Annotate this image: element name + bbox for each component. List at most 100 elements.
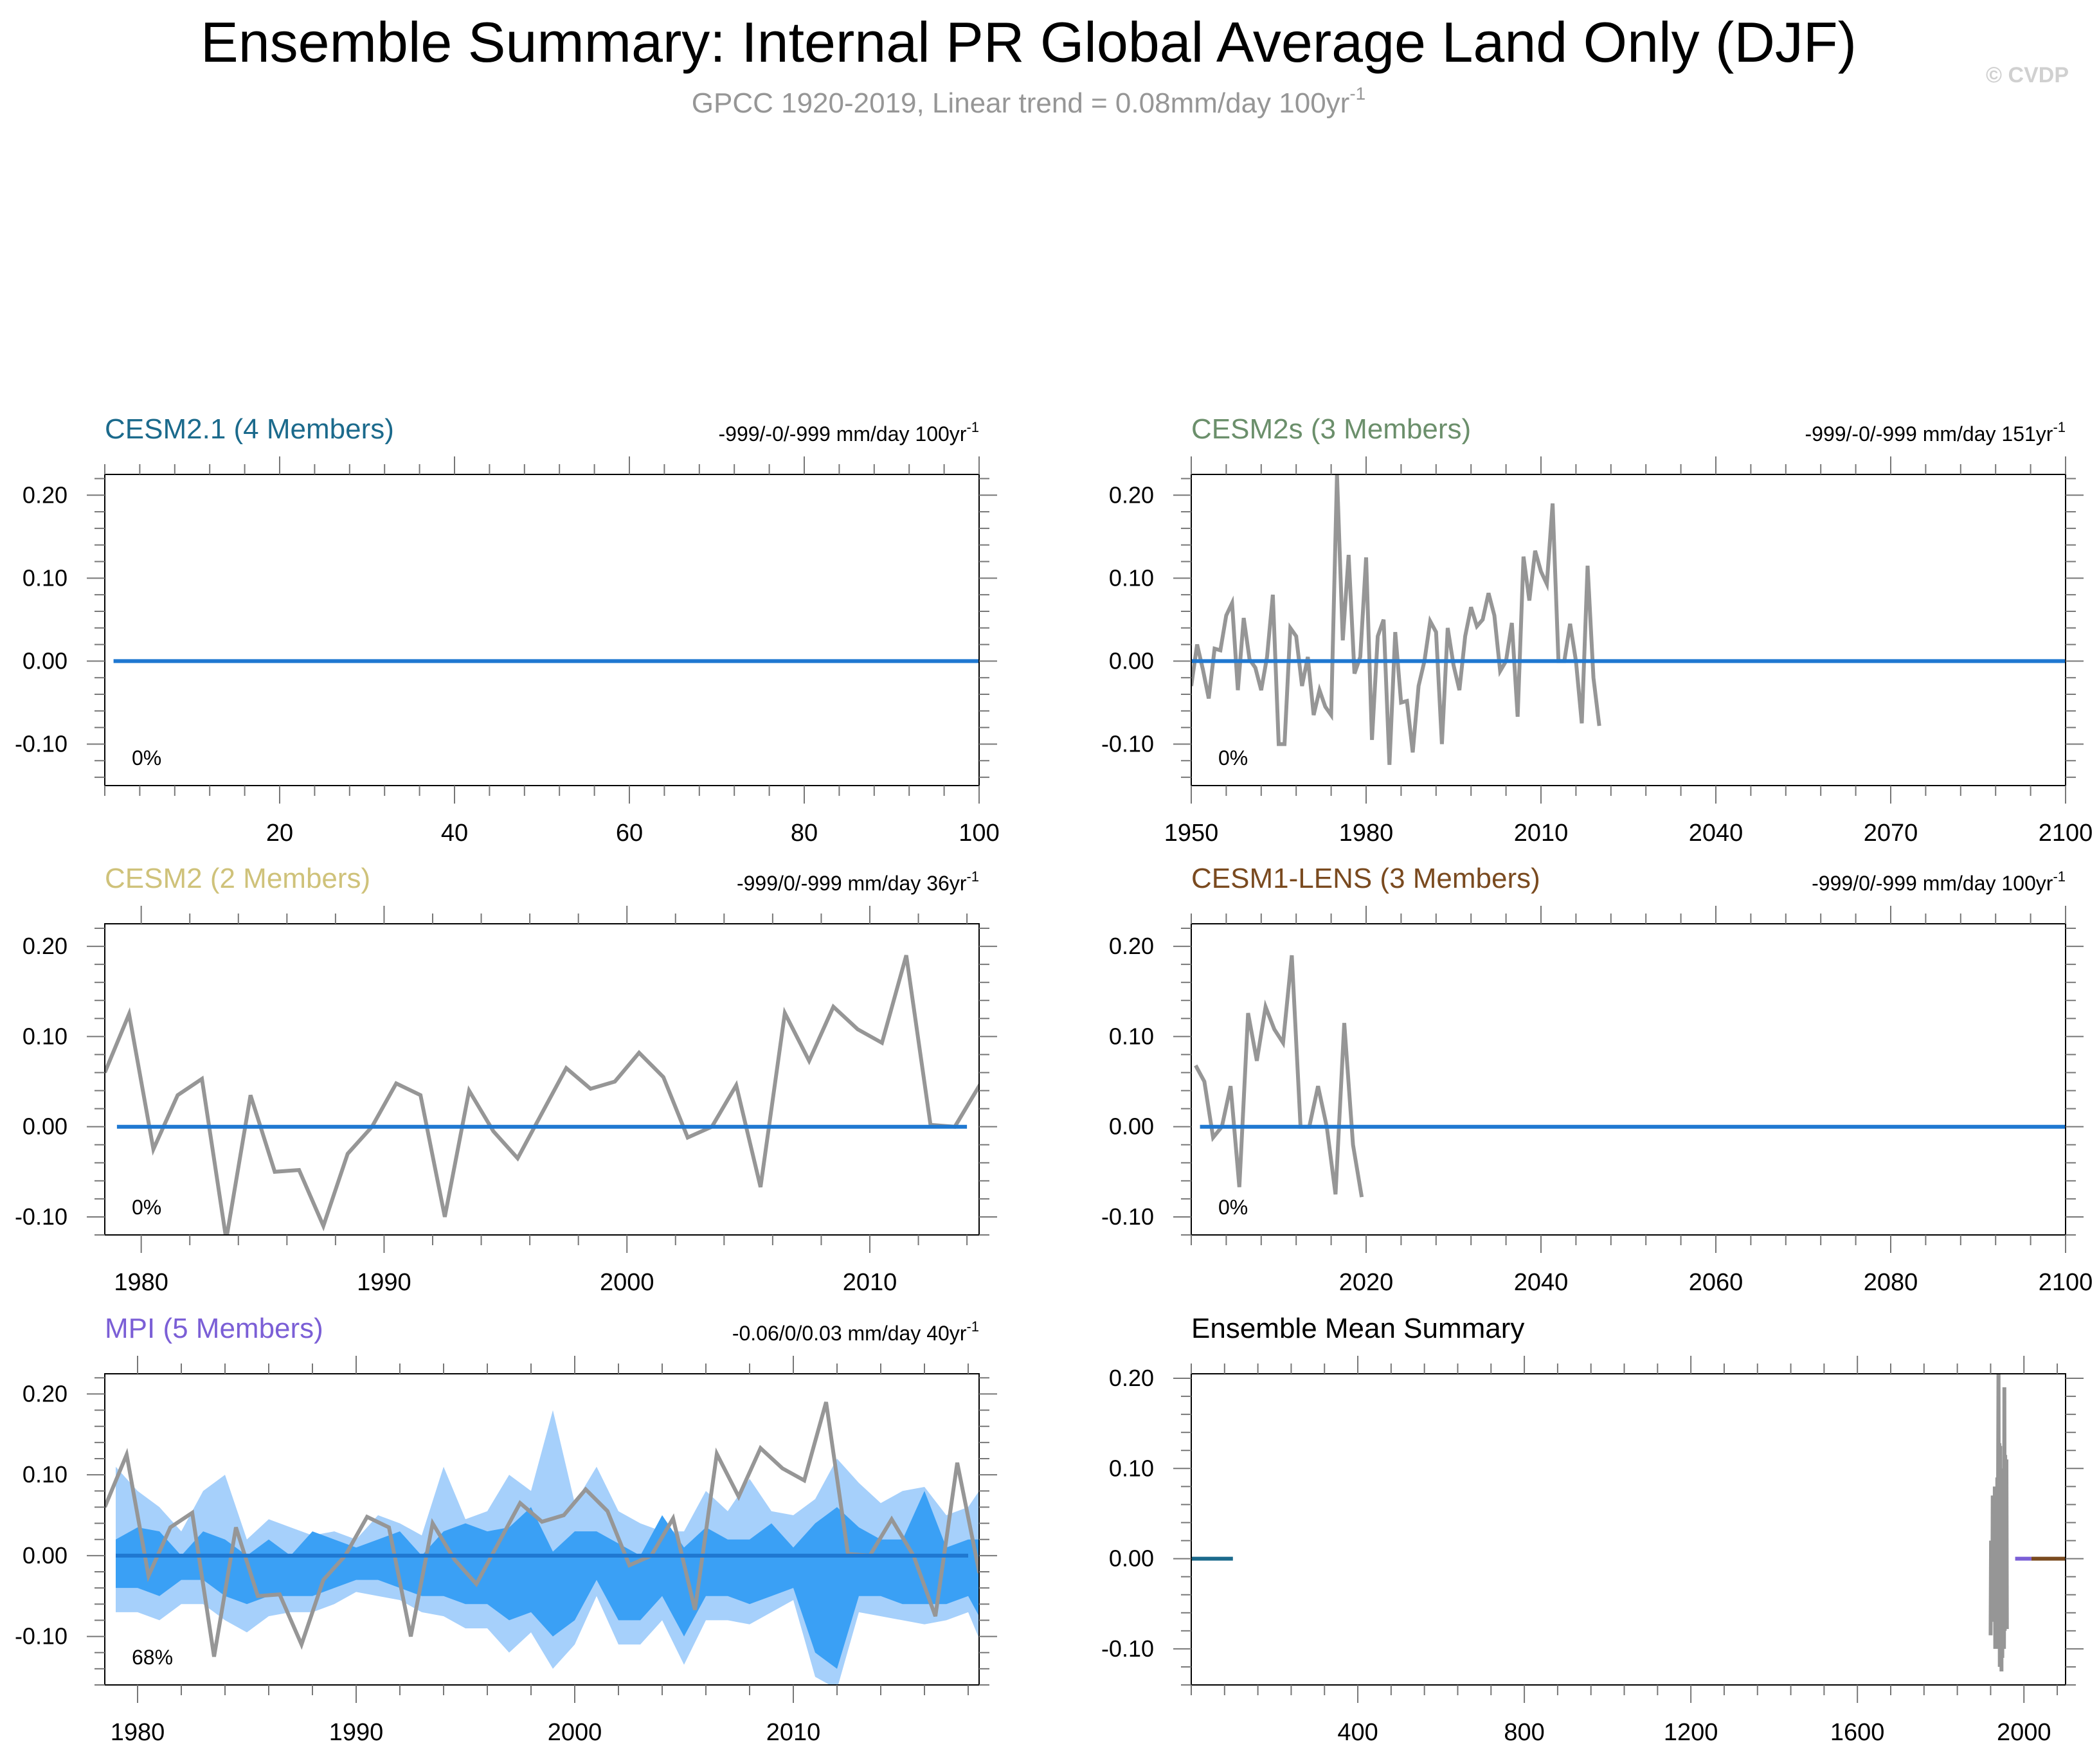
- plot-frame: [1191, 474, 2066, 786]
- y-tick-label: 0.00: [23, 647, 68, 674]
- panel-trend-stats: -999/-0/-999 mm/day 100yr-1: [718, 419, 979, 446]
- y-tick-label: 0.20: [1109, 1365, 1154, 1391]
- y-tick-label: 0.00: [1109, 1113, 1154, 1140]
- x-tick-label: 2010: [843, 1269, 897, 1296]
- x-tick-label: 2000: [600, 1269, 654, 1296]
- y-tick-label: -0.10: [1101, 730, 1154, 757]
- panel-trend-stats: -999/-0/-999 mm/day 151yr-1: [1805, 419, 2066, 446]
- x-tick-label: 60: [616, 820, 643, 847]
- x-tick-label: 40: [441, 820, 468, 847]
- panel-trend-stats-sup: -1: [2053, 419, 2066, 435]
- x-tick-label: 2010: [766, 1719, 821, 1746]
- panel-percent-label: 68%: [132, 1646, 173, 1669]
- panel-trend-stats: -999/0/-999 mm/day 100yr-1: [1812, 869, 2066, 895]
- x-tick-label: 2020: [1339, 1269, 1394, 1296]
- y-tick-label: -0.10: [15, 1203, 68, 1230]
- x-tick-label: 1990: [357, 1269, 411, 1296]
- data-series-1: [1191, 474, 1601, 765]
- chart-panel-5: -0.10 0.00 0.10 0.20 1980 1990 2000 2010 MPI (5 …: [15, 1313, 997, 1746]
- y-tick-label: 0.20: [23, 482, 68, 508]
- y-tick-label: 0.10: [23, 1461, 68, 1488]
- x-tick-label: 80: [791, 820, 818, 847]
- plot-frame: [104, 474, 980, 786]
- x-tick-label: 1990: [329, 1719, 384, 1746]
- y-tick-label: 0.10: [23, 1023, 68, 1049]
- y-tick-label: -0.10: [1101, 1635, 1154, 1662]
- plot-area: [1191, 474, 2066, 765]
- panel-percent-label: 0%: [132, 1196, 161, 1219]
- y-tick-label: 0.10: [1109, 1023, 1154, 1049]
- panel-trend-stats: -0.06/0/0.03 mm/day 40yr-1: [732, 1318, 979, 1345]
- x-tick-label: 400: [1337, 1719, 1378, 1746]
- panel-trend-stats-main: -999/0/-999 mm/day 36yr: [737, 872, 967, 895]
- y-tick-label: -0.10: [15, 730, 68, 757]
- x-tick-label: 800: [1504, 1719, 1544, 1746]
- panel-trend-stats-sup: -1: [2053, 869, 2066, 885]
- figure-header: Ensemble Summary: Internal PR Global Ave…: [201, 10, 2069, 119]
- x-tick-label: 2070: [1864, 820, 1918, 847]
- panel-percent-label: 0%: [1218, 1196, 1248, 1219]
- panel-title: CESM2.1 (4 Members): [105, 413, 394, 445]
- x-tick-label: 20: [266, 820, 293, 847]
- panel-trend-stats-main: -999/-0/-999 mm/day 100yr: [718, 422, 966, 446]
- panel-trend-stats-sup: -1: [966, 419, 979, 435]
- y-tick-label: 0.20: [1109, 933, 1154, 959]
- panel-title: CESM2s (3 Members): [1191, 413, 1471, 445]
- y-tick-label: 0.00: [23, 1113, 68, 1140]
- panel-title: CESM1-LENS (3 Members): [1191, 863, 1540, 894]
- plot-area: [105, 955, 979, 1235]
- panel-trend-stats-sup: -1: [966, 869, 979, 885]
- x-tick-label: 1980: [114, 1269, 168, 1296]
- x-tick-label: 1200: [1664, 1719, 1718, 1746]
- x-tick-label: 2000: [1997, 1719, 2051, 1746]
- plot-frame: [104, 1373, 980, 1686]
- y-tick-label: 0.20: [23, 933, 68, 959]
- figure-title: Ensemble Summary: Internal PR Global Ave…: [201, 10, 1857, 74]
- panel-percent-label: 0%: [1218, 746, 1248, 770]
- x-tick-label: 2100: [2039, 1269, 2093, 1296]
- panel-title: MPI (5 Members): [105, 1313, 323, 1344]
- panel-trend-stats-main: -0.06/0/0.03 mm/day 40yr: [732, 1322, 967, 1345]
- y-tick-label: 0.20: [1109, 482, 1154, 508]
- panel-trend-stats-main: -999/-0/-999 mm/day 151yr: [1805, 422, 2053, 446]
- panel-trend-stats: -999/0/-999 mm/day 36yr-1: [737, 869, 979, 895]
- x-tick-label: 2010: [1514, 820, 1569, 847]
- plot-area: [1194, 955, 2066, 1198]
- panel-trend-stats-sup: -1: [966, 1318, 979, 1335]
- figure-subtitle-main: GPCC 1920-2019, Linear trend = 0.08mm/da…: [692, 87, 1350, 119]
- plot-frame: [1191, 1373, 2066, 1686]
- y-tick-label: 0.00: [23, 1542, 68, 1569]
- figure-subtitle-sup: -1: [1349, 84, 1365, 104]
- y-tick-label: 0.10: [1109, 1455, 1154, 1481]
- y-tick-label: -0.10: [1101, 1203, 1154, 1230]
- plot-area: [105, 1401, 979, 1685]
- x-tick-label: 2060: [1689, 1269, 1743, 1296]
- y-tick-label: 0.00: [1109, 1545, 1154, 1572]
- data-series-2: [1988, 1374, 2009, 1672]
- x-tick-label: 2040: [1514, 1269, 1569, 1296]
- x-tick-label: 1600: [1830, 1719, 1885, 1746]
- chart-panel-4: -0.10 0.00 0.10 0.20 2020 2040 2060 2080 2100 CES…: [1101, 863, 2093, 1296]
- y-tick-label: 0.00: [1109, 647, 1154, 674]
- chart-panel-6: -0.10 0.00 0.10 0.20 400 800 1200 1600 2000 Ensem…: [1101, 1313, 2084, 1746]
- chart-panel-2: -0.10 0.00 0.10 0.20 1950 1980 2010 2040 2070 210…: [1101, 413, 2093, 847]
- panel-trend-stats-main: -999/0/-999 mm/day 100yr: [1812, 872, 2053, 895]
- data-series-1: [1194, 955, 1364, 1198]
- x-tick-label: 2000: [548, 1719, 602, 1746]
- x-tick-label: 2040: [1689, 820, 1743, 847]
- data-series-1: [105, 955, 979, 1235]
- y-tick-label: -0.10: [15, 1623, 68, 1650]
- panel-title: Ensemble Mean Summary: [1191, 1313, 1524, 1344]
- panel-percent-label: 0%: [132, 746, 161, 770]
- plot-frame: [1191, 923, 2066, 1236]
- panel-title: CESM2 (2 Members): [105, 863, 370, 894]
- copyright-label: © CVDP: [1986, 63, 2069, 87]
- figure-subtitle: GPCC 1920-2019, Linear trend = 0.08mm/da…: [692, 84, 1366, 119]
- plot-frame: [104, 923, 980, 1236]
- x-tick-label: 100: [959, 820, 999, 847]
- x-tick-label: 1980: [111, 1719, 165, 1746]
- x-tick-label: 1980: [1339, 820, 1394, 847]
- chart-panel-1: -0.10 0.00 0.10 0.20 20 40 60 80 100 CESM2.1 (4 M…: [15, 413, 1000, 847]
- x-tick-label: 2080: [1864, 1269, 1918, 1296]
